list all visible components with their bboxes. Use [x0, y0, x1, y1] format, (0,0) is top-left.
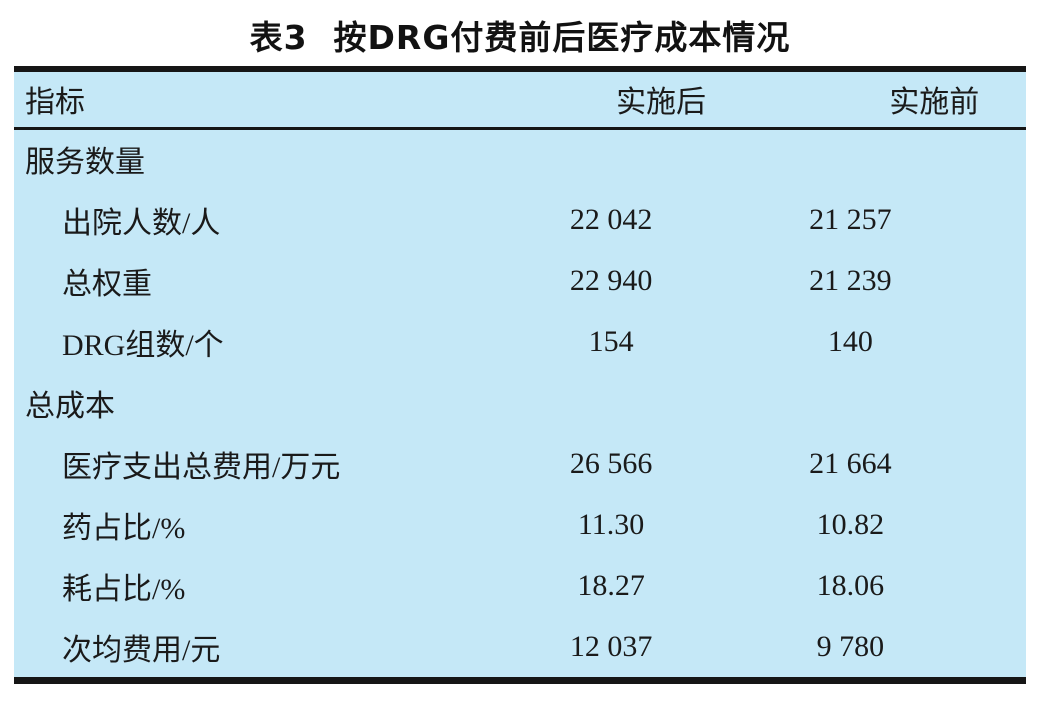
table-row-section: 服务数量 [14, 128, 1026, 189]
cost-table-container: 指标 实施后 实施前 服务数量 出院人数/人 22 042 21 257 总权重 [14, 66, 1026, 684]
value-before: 140 [827, 324, 873, 358]
table-row: 次均费用/元 12 037 9 780 [14, 616, 1026, 677]
value-before: 21 664 [809, 446, 892, 480]
value-after [480, 372, 743, 433]
table-row: 出院人数/人 22 042 21 257 [14, 189, 1026, 250]
row-label: 医疗支出总费用/万元 [62, 450, 341, 484]
table-body: 服务数量 出院人数/人 22 042 21 257 总权重 22 940 21 … [14, 128, 1026, 677]
row-label: 次均费用/元 [62, 633, 221, 667]
value-after: 154 [588, 324, 634, 358]
value-after: 12 037 [569, 629, 653, 663]
value-before [743, 372, 1026, 433]
table-row: 药占比/% 11.30 10.82 [14, 494, 1026, 555]
page-title: 表3 按DRG付费前后医疗成本情况 [0, 13, 1040, 66]
table-header: 指标 实施后 实施前 [14, 72, 1026, 130]
value-before: 18.06 [816, 568, 885, 602]
value-after: 11.30 [577, 507, 645, 541]
row-label: DRG组数/个 [62, 328, 224, 362]
value-after: 26 566 [569, 446, 653, 480]
table-row: 总权重 22 940 21 239 [14, 250, 1026, 311]
row-label: 总成本 [25, 389, 115, 423]
value-after [480, 128, 743, 189]
cost-table: 指标 实施后 实施前 服务数量 出院人数/人 22 042 21 257 总权重 [14, 72, 1026, 677]
value-before: 21 239 [809, 263, 892, 297]
column-header-after: 实施后 [479, 72, 743, 130]
value-before: 21 257 [809, 202, 892, 236]
value-before: 10.82 [816, 507, 885, 541]
column-header-before: 实施前 [742, 72, 1026, 130]
column-header-indicator: 指标 [14, 72, 480, 130]
row-label: 出院人数/人 [62, 206, 221, 240]
table-title-text: 按DRG付费前后医疗成本情况 [333, 18, 791, 57]
table-row: 耗占比/% 18.27 18.06 [14, 555, 1026, 616]
row-label: 药占比/% [62, 511, 186, 545]
row-label: 总权重 [62, 267, 152, 301]
table-row: 医疗支出总费用/万元 26 566 21 664 [14, 433, 1026, 494]
row-label: 服务数量 [25, 146, 145, 180]
header-row: 指标 实施后 实施前 [14, 72, 1026, 130]
table-row-section: 总成本 [14, 372, 1026, 433]
value-after: 22 940 [569, 263, 653, 297]
value-after: 18.27 [577, 568, 645, 602]
value-before: 9 780 [816, 629, 885, 663]
table-row: DRG组数/个 154 140 [14, 311, 1026, 372]
row-label: 耗占比/% [62, 572, 186, 606]
table-number: 表3 [249, 18, 308, 57]
value-after: 22 042 [569, 202, 653, 236]
value-before [743, 128, 1026, 189]
